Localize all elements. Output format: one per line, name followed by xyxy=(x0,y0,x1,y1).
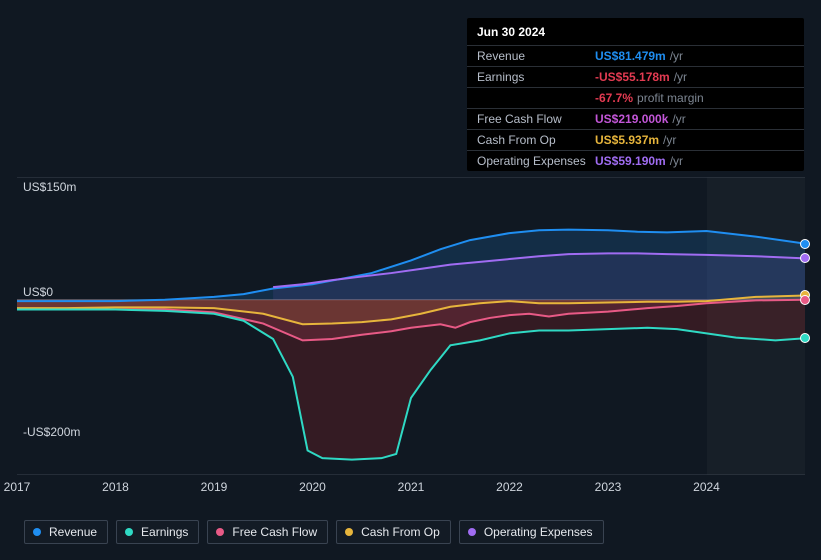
x-axis-label: 2021 xyxy=(398,480,425,494)
legend-swatch xyxy=(33,528,41,536)
financials-chart: US$150mUS$0-US$200m 20172018201920202021… xyxy=(17,155,805,500)
tooltip-row: Earnings-US$55.178m/yr xyxy=(467,66,804,87)
tooltip-row: -67.7% profit margin xyxy=(467,87,804,108)
tooltip-row-unit: /yr xyxy=(663,133,676,147)
tooltip-row-unit: /yr xyxy=(674,70,687,84)
series-end-dot-opexp xyxy=(800,253,810,263)
tooltip-row-value: -67.7% xyxy=(595,91,633,105)
x-axis-label: 2017 xyxy=(4,480,31,494)
x-axis-label: 2022 xyxy=(496,480,523,494)
series-area-earnings xyxy=(17,300,805,460)
tooltip-row-value: US$5.937m xyxy=(595,133,659,147)
tooltip-row-label: Earnings xyxy=(477,70,595,84)
legend-swatch xyxy=(468,528,476,536)
tooltip-row-unit: /yr xyxy=(670,49,683,63)
legend-item-fcf[interactable]: Free Cash Flow xyxy=(207,520,328,544)
legend-label: Free Cash Flow xyxy=(232,525,317,539)
legend-label: Earnings xyxy=(141,525,188,539)
series-end-dot-earnings xyxy=(800,333,810,343)
tooltip-row-value: US$219.000k xyxy=(595,112,668,126)
legend-item-revenue[interactable]: Revenue xyxy=(24,520,108,544)
tooltip-row-label: Cash From Op xyxy=(477,133,595,147)
tooltip-date: Jun 30 2024 xyxy=(467,18,804,45)
legend-label: Cash From Op xyxy=(361,525,440,539)
tooltip-row-value: US$81.479m xyxy=(595,49,666,63)
legend-item-opexp[interactable]: Operating Expenses xyxy=(459,520,604,544)
tooltip-row-label: Revenue xyxy=(477,49,595,63)
tooltip-row-label: Free Cash Flow xyxy=(477,112,595,126)
tooltip-row-label xyxy=(477,91,595,105)
tooltip-row-unit: /yr xyxy=(672,112,685,126)
tooltip-card: Jun 30 2024 RevenueUS$81.479m/yrEarnings… xyxy=(467,18,804,171)
legend-swatch xyxy=(216,528,224,536)
plot-area xyxy=(17,177,805,475)
tooltip-row-value: -US$55.178m xyxy=(595,70,670,84)
x-axis-label: 2024 xyxy=(693,480,720,494)
x-axis-label: 2019 xyxy=(201,480,228,494)
series-end-dot-fcf xyxy=(800,295,810,305)
tooltip-row: Cash From OpUS$5.937m/yr xyxy=(467,129,804,150)
x-axis-label: 2020 xyxy=(299,480,326,494)
legend-label: Operating Expenses xyxy=(484,525,593,539)
tooltip-row-unit: profit margin xyxy=(637,91,704,105)
x-axis-label: 2023 xyxy=(595,480,622,494)
legend-label: Revenue xyxy=(49,525,97,539)
legend-item-earnings[interactable]: Earnings xyxy=(116,520,199,544)
legend-swatch xyxy=(125,528,133,536)
legend-swatch xyxy=(345,528,353,536)
series-end-dot-revenue xyxy=(800,239,810,249)
tooltip-row: Free Cash FlowUS$219.000k/yr xyxy=(467,108,804,129)
legend-item-cashop[interactable]: Cash From Op xyxy=(336,520,451,544)
x-axis-label: 2018 xyxy=(102,480,129,494)
legend: Revenue Earnings Free Cash Flow Cash From O… xyxy=(24,520,604,544)
tooltip-row: RevenueUS$81.479m/yr xyxy=(467,45,804,66)
